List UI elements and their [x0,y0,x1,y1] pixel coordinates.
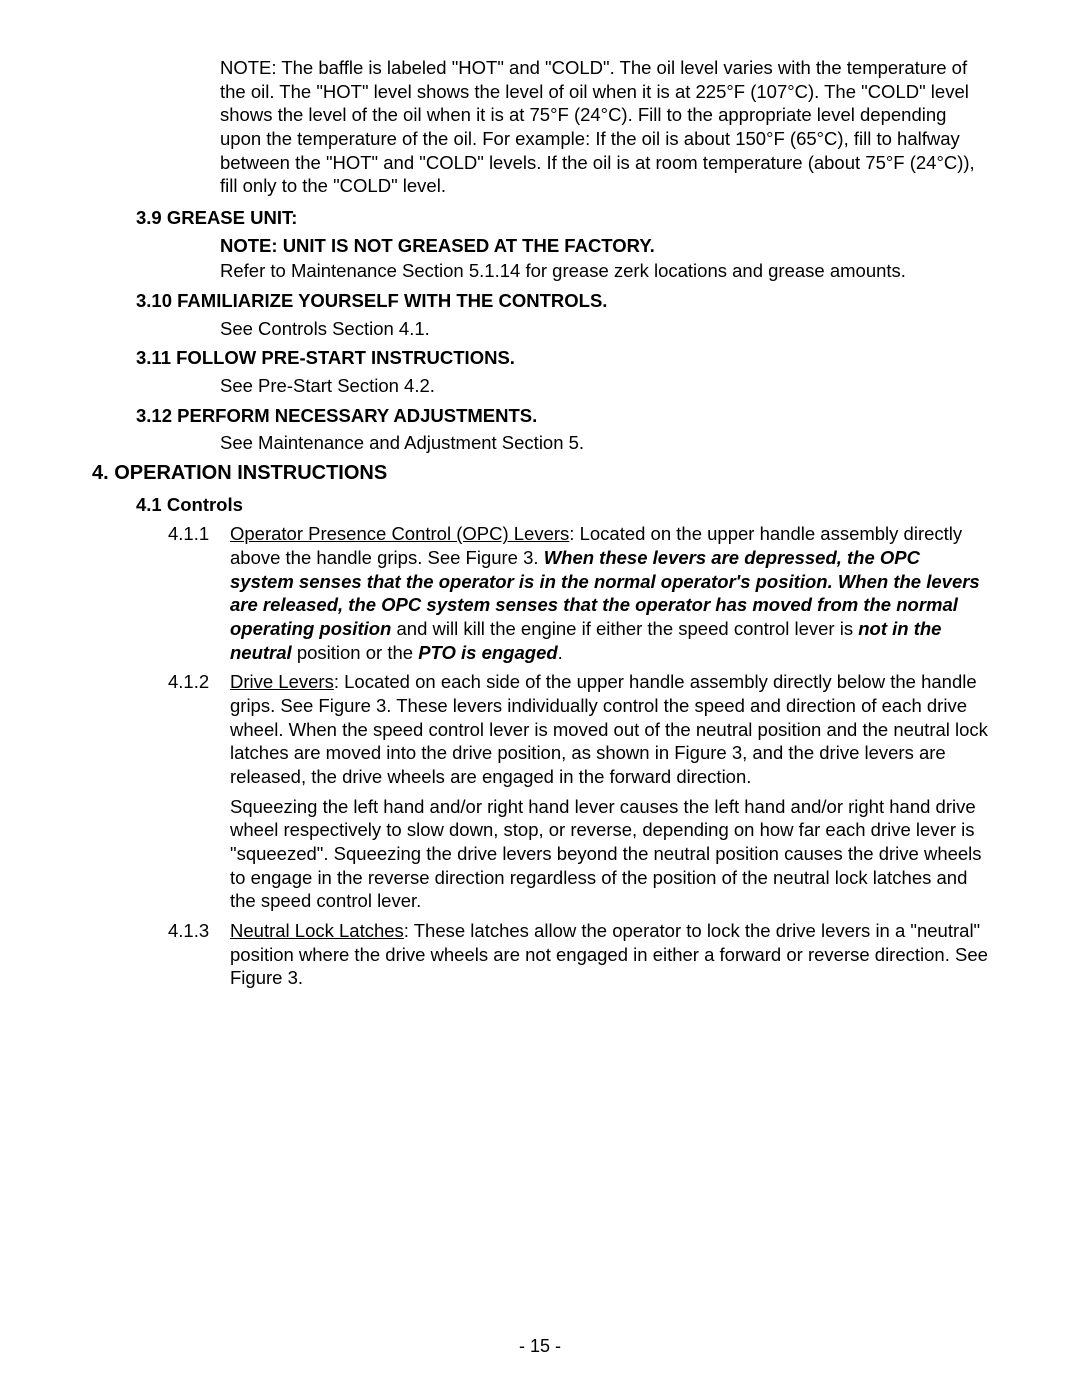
subsection-4-1-3: 4.1.3 Neutral Lock Latches: These latche… [168,919,988,990]
opc-mid2: position or the [292,642,419,663]
opc-tail: . [558,642,563,663]
opc-levers-title: Operator Presence Control (OPC) Levers [230,523,569,544]
section-3-12-heading: 3.12 PERFORM NECESSARY ADJUSTMENTS. [136,404,988,428]
subsection-num: 4.1.2 [168,670,230,788]
section-4-heading: 4. OPERATION INSTRUCTIONS [92,461,988,487]
opc-bold3: PTO is engaged [418,642,557,663]
subsection-body: Drive Levers: Located on each side of th… [230,670,988,788]
section-4-1-heading: 4.1 Controls [136,493,988,517]
subsection-body: Neutral Lock Latches: These latches allo… [230,919,988,990]
subsection-num: 4.1.1 [168,522,230,664]
subsection-num: 4.1.3 [168,919,230,990]
page-number: - 15 - [0,1336,1080,1357]
section-3-11-heading: 3.11 FOLLOW PRE-START INSTRUCTIONS. [136,346,988,370]
drive-levers-title: Drive Levers [230,671,334,692]
section-3-11-text: See Pre-Start Section 4.2. [220,374,988,398]
section-3-10-heading: 3.10 FAMILIARIZE YOURSELF WITH THE CONTR… [136,289,988,313]
section-3-11-heading-bold: 3.11 FOLLOW PRE-START INSTRUCTIONS [136,347,510,368]
subsection-4-1-2: 4.1.2 Drive Levers: Located on each side… [168,670,988,788]
opc-mid1: and will kill the engine if either the s… [391,618,858,639]
neutral-lock-title: Neutral Lock Latches [230,920,404,941]
section-3-9-note: NOTE: UNIT IS NOT GREASED AT THE FACTORY… [220,234,988,258]
document-content: NOTE: The baffle is labeled "HOT" and "C… [92,56,988,990]
section-3-9-heading: 3.9 GREASE UNIT: [136,206,988,230]
section-3-10-text: See Controls Section 4.1. [220,317,988,341]
subsection-4-1-2-para2: Squeezing the left hand and/or right han… [230,795,988,913]
note-block: NOTE: The baffle is labeled "HOT" and "C… [220,56,988,198]
section-3-12-text: See Maintenance and Adjustment Section 5… [220,431,988,455]
subsection-4-1-1: 4.1.1 Operator Presence Control (OPC) Le… [168,522,988,664]
subsection-body: Operator Presence Control (OPC) Levers: … [230,522,988,664]
drive-levers-body: : Located on each side of the upper hand… [230,671,988,787]
section-3-9-text: Refer to Maintenance Section 5.1.14 for … [220,259,988,283]
section-3-11-heading-tail: . [510,347,515,368]
